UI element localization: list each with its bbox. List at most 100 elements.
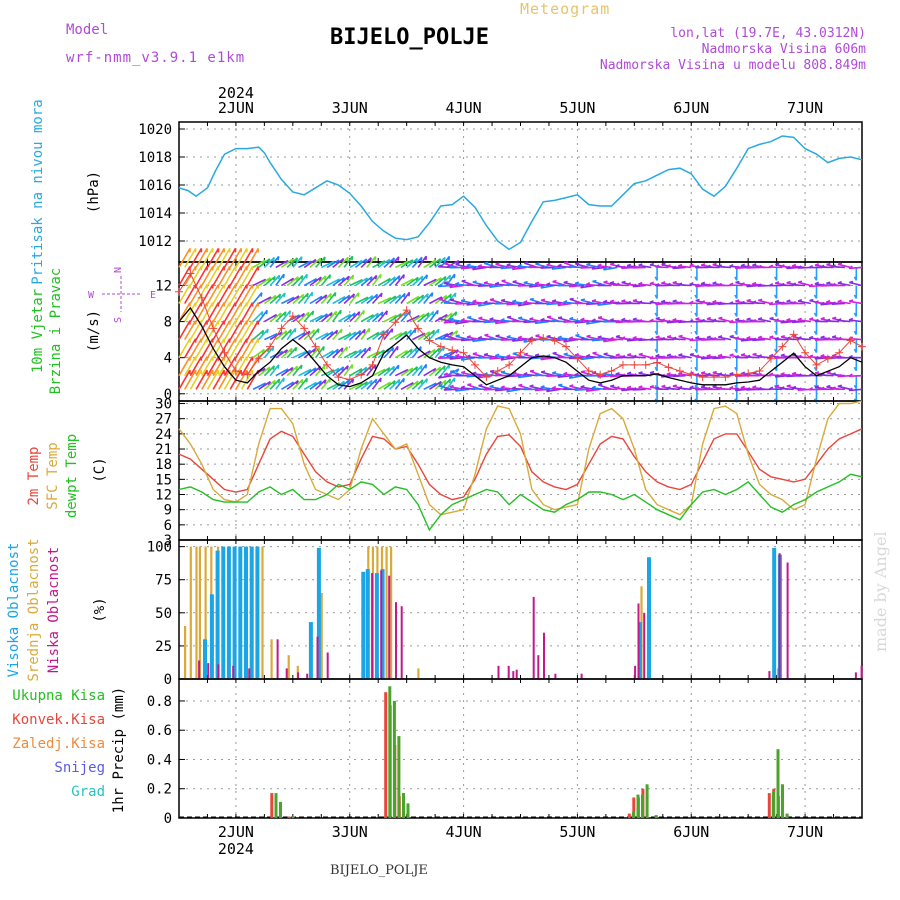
wind-arrow <box>449 299 464 305</box>
wind-arrow-head <box>649 355 654 360</box>
top-x-tick-label: 2JUN <box>218 99 254 117</box>
wind-arrow-head <box>785 373 791 378</box>
product-title: Meteogram <box>520 0 610 18</box>
wind-arrow <box>672 338 686 341</box>
wind-arrow-head <box>568 336 574 340</box>
wind-arrow-head <box>506 282 511 286</box>
wind-arrow-head <box>494 301 499 305</box>
wind-arrow <box>417 293 429 305</box>
wind-arrow-head <box>449 336 454 341</box>
low-cloud-bar <box>537 655 540 679</box>
wind-arrow <box>240 247 254 268</box>
total-precip-bar <box>392 700 396 818</box>
wind-arrow-head <box>609 355 614 359</box>
wind-arrow-head <box>615 334 621 338</box>
wind-arrow <box>826 320 840 323</box>
wind-gust-marker <box>732 370 741 379</box>
wind-arrow-head <box>701 371 706 374</box>
y-tick-label: 4 <box>164 351 172 367</box>
wind-gust-marker <box>846 336 855 345</box>
wind-arrow-head <box>672 373 677 378</box>
wind-gust-marker <box>175 287 183 296</box>
wind-arrow <box>360 314 374 323</box>
wind-arrow-head <box>403 293 406 298</box>
wind-arrow-head <box>545 373 551 377</box>
wind-arrow-head <box>654 366 658 372</box>
wind-arrow-head <box>529 369 535 372</box>
wind-arrow <box>735 388 749 392</box>
wind-arrow-head <box>318 276 322 282</box>
wind-arrow <box>343 350 357 359</box>
wind-arrow-head <box>814 300 819 304</box>
wind-arrow-head <box>632 283 637 288</box>
wind-arrow <box>540 266 555 269</box>
wind-arrow <box>849 281 863 287</box>
wind-arrow-head <box>813 294 818 299</box>
wind-arrow <box>406 276 419 287</box>
wind-arrow-head <box>455 262 460 266</box>
wind-arrow-head <box>638 352 643 356</box>
wind-arrow-head <box>317 328 320 333</box>
wind-arrow-head <box>758 298 763 302</box>
wind-arrow <box>366 255 377 268</box>
wind-arrow-head <box>305 274 308 279</box>
wind-arrow <box>540 371 555 377</box>
low-cloud-bar <box>786 562 789 679</box>
wind-arrow <box>286 379 299 390</box>
wind-arrow-head <box>467 383 472 386</box>
wind-arrow-head <box>649 281 654 285</box>
wind-arrow-head <box>454 387 460 392</box>
wind-gust-marker <box>402 306 411 315</box>
panel-label: Visoka Oblacnost <box>6 543 22 678</box>
high-cloud-bar <box>238 546 243 679</box>
wind-arrow-head <box>734 348 738 353</box>
wind-arrow-head <box>666 264 671 268</box>
wind-arrow <box>212 369 225 390</box>
wind-arrow <box>269 364 280 377</box>
wind-arrow <box>632 388 646 391</box>
wind-arrow <box>517 374 532 379</box>
wind-arrow-head <box>392 366 396 371</box>
wind-arrow-head <box>621 336 626 340</box>
wind-arrow-head <box>853 348 858 353</box>
wind-arrow <box>411 275 424 287</box>
wind-arrow-head <box>751 318 757 323</box>
wind-arrow-head <box>826 281 831 285</box>
wind-arrow-head <box>341 366 345 371</box>
wind-arrow-head <box>813 312 818 317</box>
wind-arrow <box>389 275 401 287</box>
wind-arrow-head <box>352 312 356 317</box>
wind-arrow <box>275 330 288 341</box>
wind-arrow <box>443 388 458 391</box>
wind-arrow <box>837 263 851 269</box>
wind-arrow-head <box>774 336 779 341</box>
wind-arrow <box>286 257 298 268</box>
wind-gust-marker <box>812 360 821 369</box>
wind-arrow-head <box>437 374 442 379</box>
wind-arrow-head <box>294 347 298 352</box>
wind-arrow-head <box>472 318 477 323</box>
wind-arrow-head <box>414 328 417 333</box>
wind-arrow-head <box>585 353 591 357</box>
wind-arrow <box>240 338 254 359</box>
wind-arrow <box>797 300 811 305</box>
wind-arrow <box>445 330 458 341</box>
plot-frame <box>178 400 863 541</box>
convective-precip-bar <box>632 797 636 818</box>
wind-arrow-head <box>329 293 332 298</box>
wind-gust-marker <box>858 342 866 351</box>
low-cloud-bar <box>637 603 640 679</box>
wind-arrow <box>546 264 561 269</box>
wind-arrow <box>309 295 323 305</box>
wind-arrow <box>695 284 709 288</box>
low-cloud-bar <box>512 671 515 679</box>
wind-gust-marker <box>539 334 548 343</box>
wind-arrow-head <box>500 337 505 341</box>
wind-arrow-head <box>408 292 411 297</box>
wind-arrow-head <box>757 335 763 339</box>
wind-arrow <box>580 386 595 391</box>
wind-arrow-head <box>351 364 354 369</box>
wind-arrow-head <box>768 301 774 306</box>
wind-arrow <box>184 369 197 390</box>
